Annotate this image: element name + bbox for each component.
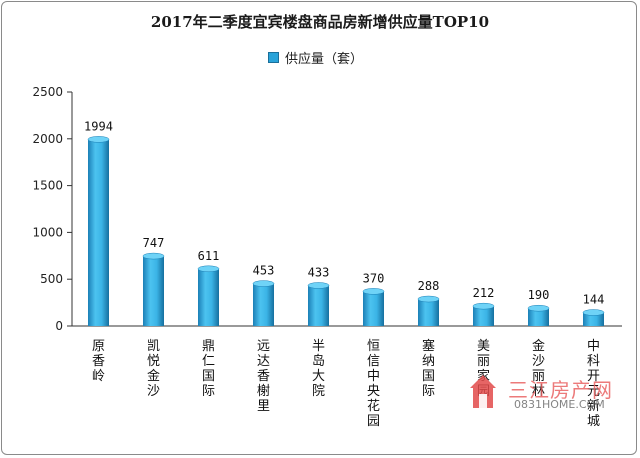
y-tick-label: 0 bbox=[55, 319, 63, 333]
bar bbox=[308, 285, 329, 326]
bar-cap bbox=[142, 252, 165, 260]
category-label: 远达香榭里 bbox=[257, 339, 270, 414]
watermark-text: 三江房产网 bbox=[508, 378, 613, 402]
bar bbox=[473, 306, 494, 326]
y-tick-label: 2500 bbox=[32, 85, 63, 99]
category-label: 凯悦金沙 bbox=[147, 339, 160, 399]
category-label: 塞纳国际 bbox=[422, 338, 435, 399]
bar-cap bbox=[252, 280, 275, 287]
bar bbox=[418, 299, 439, 326]
data-label: 370 bbox=[363, 271, 385, 285]
bar-cap bbox=[527, 304, 550, 312]
bar-cap bbox=[362, 288, 385, 295]
y-tick-label: 1000 bbox=[32, 225, 63, 239]
bar-cap bbox=[197, 265, 220, 273]
y-tick-label: 1500 bbox=[32, 179, 63, 193]
y-tick-label: 500 bbox=[40, 272, 63, 286]
legend: 供应量（套） bbox=[268, 48, 364, 67]
data-label: 611 bbox=[198, 249, 220, 263]
bar-cap bbox=[87, 136, 110, 143]
category-label: 金沙丽林 bbox=[532, 338, 545, 399]
data-label: 453 bbox=[253, 264, 275, 278]
data-label: 433 bbox=[308, 265, 330, 279]
bar-cap bbox=[417, 295, 440, 303]
bar bbox=[528, 308, 549, 326]
house-logo-icon bbox=[470, 375, 496, 408]
data-label: 1994 bbox=[84, 119, 113, 133]
bar bbox=[143, 256, 164, 326]
bar-cap bbox=[472, 302, 495, 310]
chart-title: 2017年二季度宜宾楼盘商品房新增供应量TOP10 bbox=[150, 13, 490, 31]
bar-cap bbox=[307, 282, 330, 289]
bar bbox=[363, 291, 384, 326]
legend-swatch bbox=[268, 51, 279, 63]
bar-cap bbox=[582, 309, 605, 316]
category-label: 恒信中央花园 bbox=[367, 339, 380, 429]
legend-label: 供应量（套） bbox=[285, 51, 364, 67]
category-label: 原香岭 bbox=[92, 339, 105, 384]
bar bbox=[583, 312, 604, 326]
y-tick-label: 2000 bbox=[32, 132, 63, 146]
category-label: 半岛大院 bbox=[312, 339, 325, 399]
bar bbox=[88, 139, 109, 326]
bars bbox=[87, 136, 605, 326]
bar bbox=[253, 283, 274, 326]
bar bbox=[198, 268, 219, 326]
category-label: 中科开元新城 bbox=[587, 339, 600, 429]
watermark: 三江房产网 0831HOME.COM bbox=[468, 372, 618, 416]
data-label: 212 bbox=[473, 286, 495, 300]
data-label: 190 bbox=[528, 288, 550, 302]
data-label: 747 bbox=[143, 236, 165, 250]
data-label: 288 bbox=[418, 279, 440, 293]
watermark-url: 0831HOME.COM bbox=[514, 398, 605, 411]
data-label: 144 bbox=[583, 293, 605, 307]
category-label: 鼎仁国际 bbox=[202, 339, 215, 399]
